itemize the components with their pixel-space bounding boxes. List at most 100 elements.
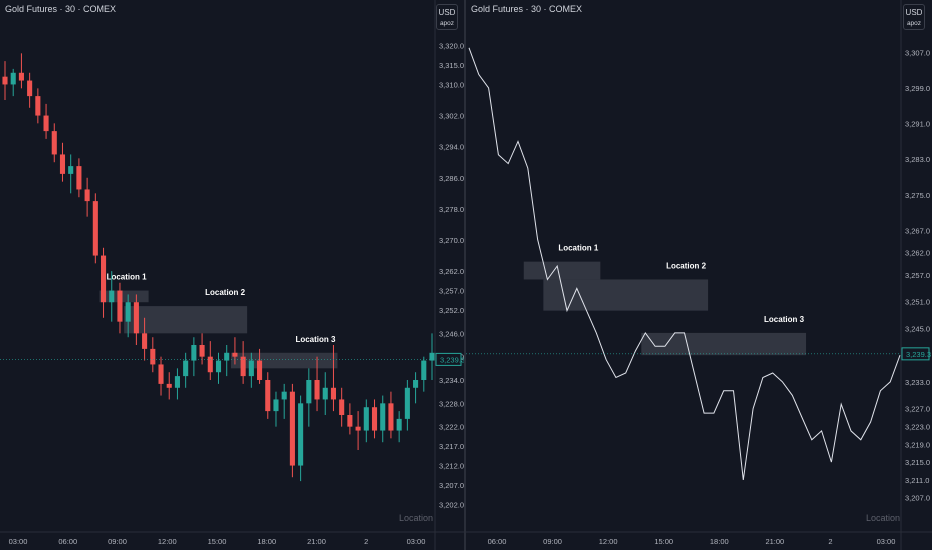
y-tick-label: 3,299.0 <box>905 84 930 93</box>
y-tick-label: 3,222.0 <box>439 423 464 432</box>
y-tick-label: 3,286.0 <box>439 174 464 183</box>
y-tick-label: 3,234.0 <box>439 376 464 385</box>
candle-body <box>125 302 131 322</box>
watermark-text: Location <box>866 513 901 523</box>
candle-body <box>404 387 410 419</box>
candle-body <box>314 380 320 400</box>
candle-body <box>76 166 82 190</box>
candle-body <box>84 189 90 202</box>
candle-body <box>51 131 57 155</box>
line-chart-panel[interactable]: 3,307.0 3,299.0 3,291.0 3,283.0 3,275.0 3,267… <box>466 0 932 550</box>
candle-body <box>133 302 139 334</box>
candle-body <box>265 380 271 412</box>
candle-body <box>347 415 353 427</box>
price-line <box>468 47 901 480</box>
candle-body <box>35 96 41 116</box>
candle-body <box>207 356 213 373</box>
candle-body <box>298 403 304 466</box>
y-tick-label: 3,267.0 <box>905 226 930 235</box>
candle-body <box>2 76 8 85</box>
y-tick-label: 3,315.0 <box>439 61 464 70</box>
x-tick-label: 06:00 <box>58 537 77 546</box>
y-tick-label: 3,278.0 <box>439 205 464 214</box>
y-tick-label: 3,275.0 <box>905 191 930 200</box>
candle-body <box>429 352 435 361</box>
location-zone <box>124 306 248 334</box>
y-tick-label: 3,310.0 <box>439 80 464 89</box>
currency-unit-label: apoz <box>439 20 455 27</box>
candle-body <box>421 360 427 380</box>
candle-body <box>322 387 328 400</box>
price-axis <box>901 0 932 550</box>
candle-body <box>413 380 419 388</box>
y-tick-label: 3,270.0 <box>439 236 464 245</box>
location-label: Location 1 <box>107 273 148 282</box>
candle-body <box>109 290 115 303</box>
candle-body <box>18 72 24 81</box>
currency-button[interactable]: USD apoz <box>903 4 925 30</box>
candle-body <box>92 201 98 256</box>
currency-unit-label: apoz <box>906 20 922 27</box>
location-label: Location 2 <box>666 261 707 270</box>
panel-divider[interactable] <box>464 0 466 550</box>
location-zone <box>641 332 807 356</box>
candle-body <box>388 403 394 431</box>
candle-body <box>59 154 66 174</box>
x-tick-label: 21:00 <box>765 537 784 546</box>
location-label: Location 3 <box>764 315 805 324</box>
candle-body <box>215 360 222 373</box>
x-tick-label: 12:00 <box>599 537 618 546</box>
location-zone <box>543 279 709 311</box>
y-tick-label: 3,262.0 <box>905 249 930 258</box>
y-tick-label: 3,246.0 <box>439 329 464 338</box>
x-tick-label: 2 <box>364 537 368 546</box>
chart-title: Gold Futures · 30 · COMEX <box>5 4 117 14</box>
x-tick-label: 06:00 <box>488 537 507 546</box>
candle-body <box>117 290 123 322</box>
y-tick-label: 3,219.0 <box>905 440 930 449</box>
location-zone <box>230 352 338 369</box>
candle-body <box>183 360 189 377</box>
candle-body <box>232 352 238 357</box>
currency-button[interactable]: USD apoz <box>436 4 458 30</box>
last-price-label: 3,239.3 <box>906 350 931 359</box>
y-tick-label: 3,245.0 <box>905 324 930 333</box>
candle-body <box>330 387 337 400</box>
location-zone <box>523 261 601 280</box>
candle-body <box>396 418 402 431</box>
candle-body <box>199 345 205 357</box>
chart-title: Gold Futures · 30 · COMEX <box>471 4 583 14</box>
price-axis <box>435 0 464 550</box>
y-tick-label: 3,207.0 <box>905 494 930 503</box>
y-tick-label: 3,217.0 <box>439 442 464 451</box>
last-price-badge <box>901 347 930 361</box>
y-tick-label: 3,302.0 <box>439 112 464 121</box>
y-tick-label: 3,207.0 <box>439 481 464 490</box>
y-tick-label: 3,233.0 <box>905 378 930 387</box>
last-price-label: 3,239.3 <box>440 355 464 364</box>
candle-body <box>100 255 107 303</box>
candle-body <box>174 376 180 388</box>
x-tick-label: 09:00 <box>543 537 562 546</box>
candle-body <box>371 407 378 431</box>
y-tick-label: 3,262.0 <box>439 267 464 276</box>
candle-body <box>240 356 246 377</box>
candle-body <box>355 426 361 431</box>
candle-body <box>339 399 345 415</box>
candle-body <box>68 166 74 174</box>
line-chart-canvas[interactable]: 3,307.0 3,299.0 3,291.0 3,283.0 3,275.0 3,267… <box>466 0 932 550</box>
candle-body <box>289 391 295 466</box>
candle-body <box>166 383 172 388</box>
candlestick-chart-canvas[interactable]: 3,320.0 3,315.0 3,310.0 3,302.0 3,294.0 3,286… <box>0 0 464 550</box>
y-tick-label: 3,257.0 <box>905 271 930 280</box>
candle-body <box>380 403 386 431</box>
candle-body <box>43 115 49 132</box>
watermark-text: Location <box>399 513 434 523</box>
candle-body <box>27 80 33 97</box>
candle-body <box>10 72 16 85</box>
candlestick-chart-panel[interactable]: 3,320.0 3,315.0 3,310.0 3,302.0 3,294.0 3,286… <box>0 0 464 550</box>
location-zone <box>99 290 149 303</box>
y-tick-label: 3,215.0 <box>905 458 930 467</box>
x-tick-label: 21:00 <box>307 537 326 546</box>
candle-body <box>281 391 287 400</box>
